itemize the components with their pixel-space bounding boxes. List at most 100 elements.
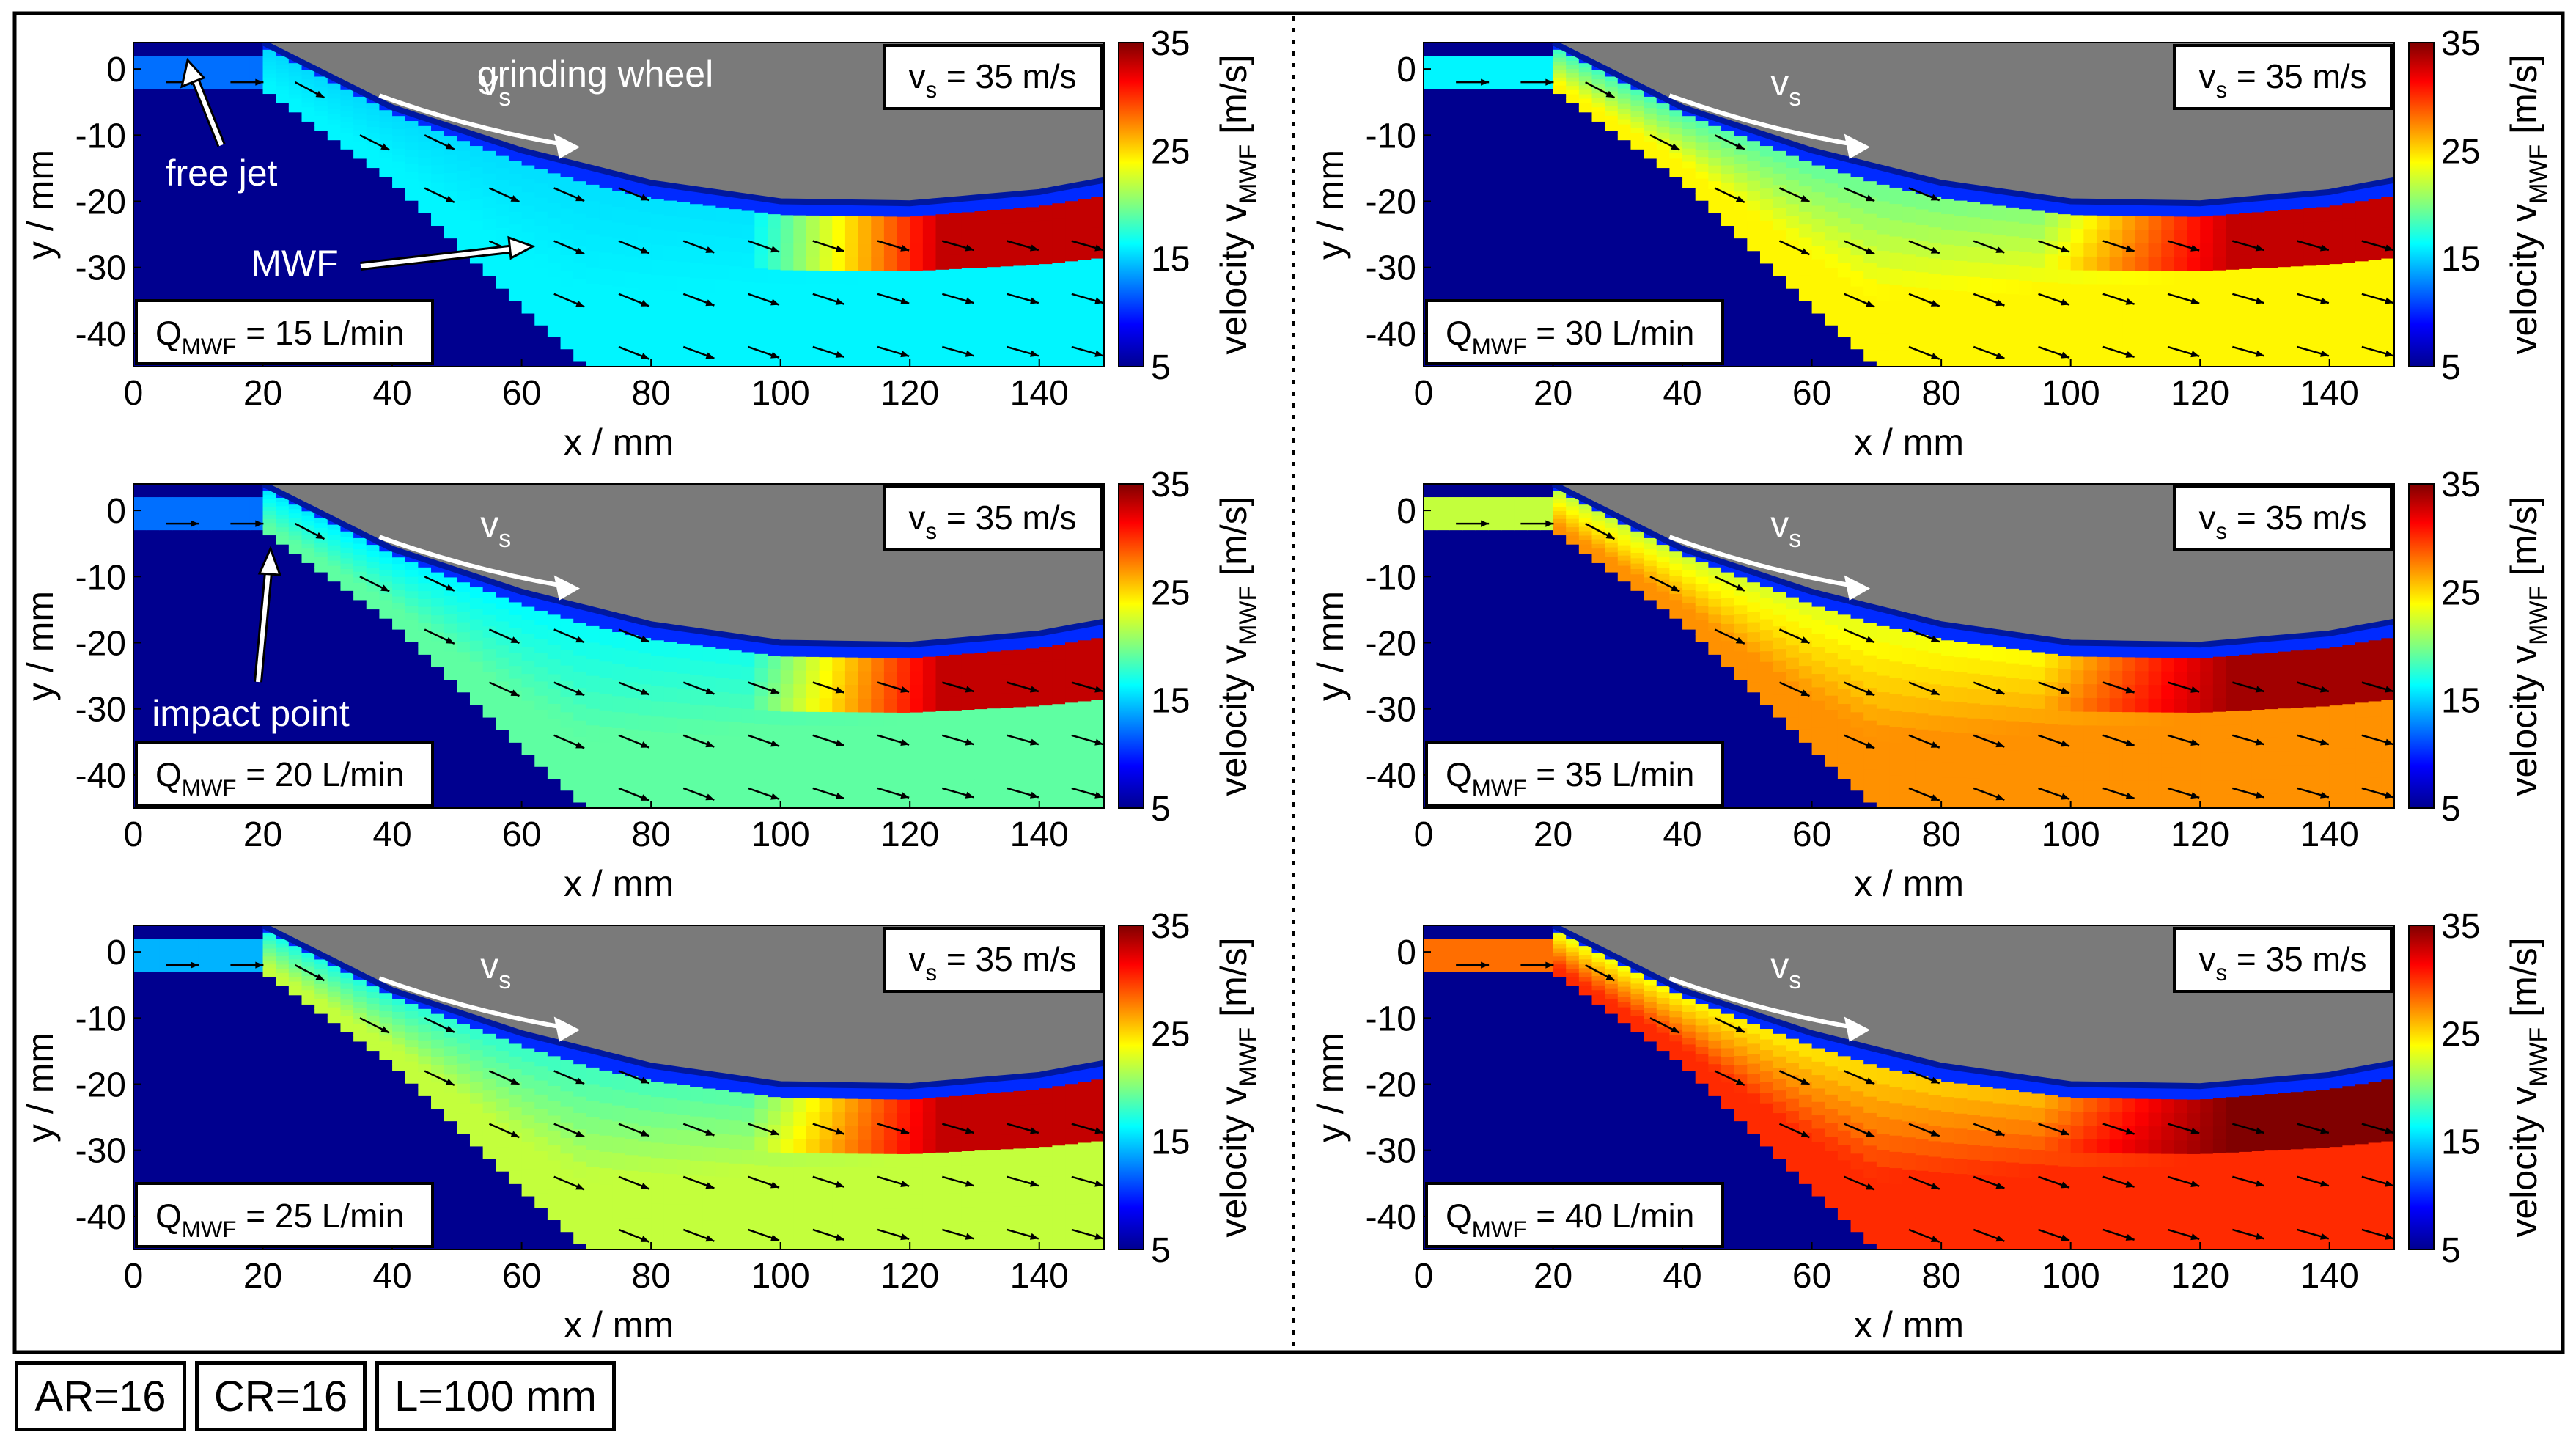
flow-cell bbox=[2109, 229, 2123, 244]
flow-cell bbox=[288, 518, 303, 523]
flow-cell bbox=[405, 1010, 419, 1019]
flow-cell bbox=[353, 996, 367, 1003]
flow-cell bbox=[2109, 298, 2123, 312]
flow-cell bbox=[1889, 171, 1903, 188]
flow-cell bbox=[508, 1170, 523, 1184]
flow-cell bbox=[457, 1074, 471, 1084]
flow-cell bbox=[844, 1126, 859, 1141]
flow-cell bbox=[2212, 311, 2227, 326]
flow-cell bbox=[1553, 69, 1567, 74]
flow-cell bbox=[1876, 1051, 1891, 1068]
flow-cell bbox=[1759, 1071, 1774, 1083]
flow-cell bbox=[2329, 632, 2343, 647]
velocity-vector-head bbox=[2061, 246, 2070, 253]
velocity-vector-head bbox=[575, 1077, 585, 1084]
free-jet-label: free jet bbox=[166, 153, 278, 194]
flow-cell bbox=[353, 119, 367, 125]
flow-cell bbox=[1052, 793, 1066, 808]
flow-cell bbox=[612, 351, 626, 367]
flow-cell bbox=[314, 542, 328, 548]
flow-cell bbox=[922, 1181, 937, 1195]
velocity-vector-head bbox=[2061, 351, 2070, 359]
flow-cell bbox=[858, 1208, 872, 1223]
flow-cell bbox=[690, 1131, 704, 1147]
flow-cell bbox=[405, 135, 419, 144]
flow-cell bbox=[1811, 1048, 1825, 1063]
flow-cell bbox=[560, 1216, 574, 1233]
flow-cell bbox=[2251, 226, 2266, 241]
flow-cell bbox=[844, 257, 859, 271]
flow-cell bbox=[780, 298, 794, 312]
flow-cell bbox=[547, 1085, 562, 1101]
flow-cell bbox=[457, 642, 471, 653]
flow-cell bbox=[651, 275, 665, 291]
y-tick-label: -30 bbox=[76, 1132, 126, 1171]
flow-cell bbox=[2135, 257, 2149, 271]
flow-cell bbox=[1039, 779, 1053, 794]
flow-cell bbox=[638, 320, 652, 337]
flow-cell bbox=[1941, 732, 1955, 748]
flow-cell bbox=[2058, 642, 2072, 656]
flow-cell bbox=[1850, 1076, 1864, 1092]
flow-cell bbox=[1695, 1018, 1709, 1027]
flow-cell bbox=[1617, 997, 1632, 1003]
flow-cell bbox=[1928, 181, 1942, 197]
flow-cell bbox=[2329, 661, 2343, 677]
flow-cell bbox=[327, 103, 342, 110]
flow-cell bbox=[1078, 305, 1092, 322]
flow-cell bbox=[1980, 1219, 1994, 1236]
flow-cell bbox=[741, 766, 755, 780]
flow-cell bbox=[2251, 779, 2266, 795]
y-axis-label: y / mm bbox=[1310, 591, 1351, 701]
flow-cell bbox=[729, 280, 743, 296]
flow-cell bbox=[405, 555, 419, 563]
flow-cell bbox=[2264, 324, 2278, 340]
flow-cell bbox=[2303, 692, 2317, 708]
flow-cell bbox=[1000, 779, 1015, 795]
flow-cell bbox=[844, 325, 859, 340]
flow-cell bbox=[2290, 722, 2305, 737]
flow-cell bbox=[2342, 188, 2356, 204]
flow-cell bbox=[922, 270, 937, 285]
flow-cell bbox=[1424, 497, 1438, 531]
flow-cell bbox=[961, 338, 976, 353]
flow-cell bbox=[819, 325, 833, 340]
flow-cell bbox=[2109, 271, 2123, 285]
flow-cell bbox=[2083, 642, 2097, 658]
flow-cell bbox=[1708, 630, 1722, 639]
flow-cell bbox=[1759, 1029, 1774, 1041]
flow-cell bbox=[961, 653, 976, 669]
flow-cell bbox=[457, 1113, 471, 1124]
flow-cell bbox=[276, 502, 290, 507]
flow-cell bbox=[2109, 766, 2123, 782]
flow-cell bbox=[262, 85, 276, 90]
flow-cell bbox=[586, 725, 600, 743]
flow-cell bbox=[715, 193, 729, 208]
flow-cell bbox=[806, 684, 820, 699]
flow-cell bbox=[961, 1109, 976, 1124]
flow-cell bbox=[897, 326, 910, 340]
flow-cell bbox=[949, 1179, 963, 1194]
flow-cell bbox=[1915, 256, 1929, 273]
flow-cell bbox=[276, 89, 290, 95]
flow-cell bbox=[288, 103, 303, 109]
flow-cell bbox=[780, 284, 794, 298]
flow-cell bbox=[534, 710, 548, 724]
flow-cell bbox=[1954, 291, 1968, 307]
flow-cell bbox=[2031, 766, 2045, 780]
flow-cell bbox=[1876, 1216, 1891, 1234]
flow-cell bbox=[1591, 535, 1605, 540]
flow-cell bbox=[1000, 323, 1015, 339]
flow-cell bbox=[1863, 1047, 1877, 1065]
flow-cell bbox=[729, 1206, 743, 1222]
flow-cell bbox=[1553, 81, 1567, 87]
flow-cell bbox=[1734, 219, 1748, 230]
flow-cell bbox=[2200, 230, 2214, 244]
flow-cell bbox=[2290, 352, 2305, 367]
flow-cell bbox=[586, 625, 600, 644]
flow-cell bbox=[2200, 312, 2214, 326]
flow-cell bbox=[560, 224, 574, 241]
flow-cell bbox=[1734, 136, 1748, 146]
velocity-vector-head bbox=[1930, 300, 1940, 307]
flow-cell bbox=[922, 243, 937, 257]
